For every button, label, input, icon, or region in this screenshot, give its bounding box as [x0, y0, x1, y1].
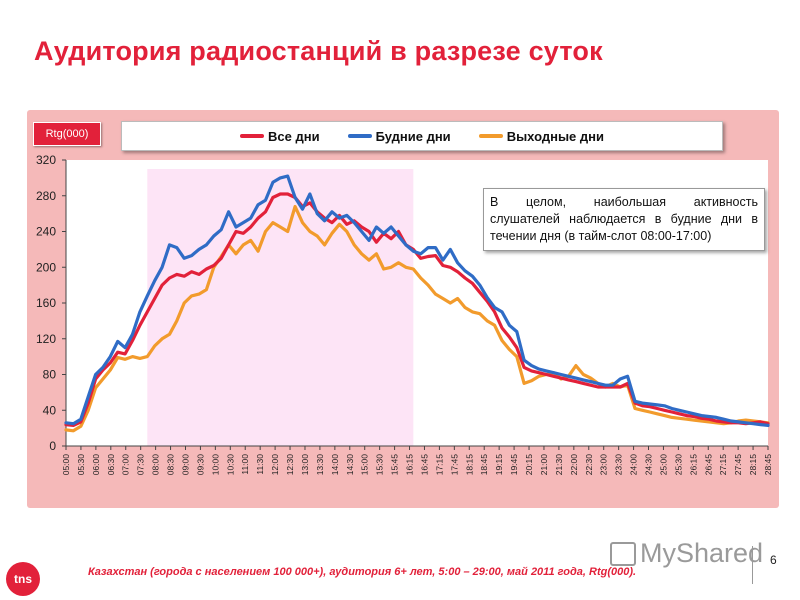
x-tick-label: 16:15 [405, 454, 415, 476]
x-tick-label: 14:00 [330, 454, 340, 476]
x-tick-label: 16:45 [419, 454, 429, 476]
x-tick-label: 10:30 [225, 454, 235, 476]
watermark: MyShared [610, 538, 763, 569]
x-tick-label: 25:00 [658, 454, 668, 476]
annotation-note: В целом, наибольшая активность слушателе… [483, 188, 765, 251]
x-tick-label: 13:30 [315, 454, 325, 476]
legend-swatch-weekdays [347, 134, 372, 138]
x-tick-label: 11:00 [240, 454, 250, 475]
x-tick-label: 09:30 [195, 454, 205, 476]
x-tick-label: 24:00 [629, 454, 639, 476]
x-tick-label: 21:30 [554, 454, 564, 476]
x-tick-label: 17:15 [434, 454, 444, 476]
y-tick-label: 0 [49, 439, 56, 453]
x-tick-label: 17:45 [449, 454, 459, 476]
x-tick-label: 27:15 [718, 454, 728, 476]
x-tick-label: 12:00 [270, 454, 280, 476]
x-tick-label: 14:30 [345, 454, 355, 476]
x-tick-label: 22:30 [584, 454, 594, 476]
x-tick-label: 06:00 [91, 454, 101, 476]
page-title: Аудитория радиостанций в разрезе суток [34, 36, 603, 66]
x-tick-label: 05:00 [61, 454, 71, 476]
x-tick-label: 15:30 [375, 454, 385, 476]
legend-item-weekends: Выходные дни [478, 128, 604, 144]
legend-swatch-weekends [478, 134, 503, 138]
x-tick-label: 21:00 [539, 454, 549, 476]
legend-label-weekdays: Будние дни [375, 128, 451, 144]
y-tick-label: 160 [36, 296, 56, 310]
x-tick-label: 26:15 [688, 454, 698, 476]
x-tick-label: 28:45 [763, 454, 773, 476]
y-tick-label: 200 [36, 260, 56, 274]
series-line-1 [64, 174, 770, 427]
footer-source: Казахстан (города с населением 100 000+)… [88, 566, 637, 578]
x-tick-label: 08:30 [166, 454, 176, 476]
x-tick-label: 13:00 [300, 454, 310, 476]
legend-label-weekends: Выходные дни [506, 128, 604, 144]
legend-label-all-days: Все дни [268, 128, 320, 144]
watermark-text: MyShared [640, 538, 764, 568]
legend-item-weekdays: Будние дни [347, 128, 451, 144]
x-tick-label: 05:30 [76, 454, 86, 476]
tns-logo: tns [6, 562, 40, 596]
x-tick-label: 27:45 [733, 454, 743, 476]
watermark-icon [610, 541, 636, 566]
series-line-2 [64, 204, 770, 433]
x-tick-label: 19:45 [509, 454, 519, 476]
y-tick-label: 80 [43, 368, 57, 382]
y-tick-label: 280 [36, 189, 56, 203]
page-number: 6 [770, 553, 777, 567]
legend-swatch-all-days [240, 134, 264, 138]
y-tick-label: 240 [36, 225, 56, 239]
y-tick-label: 40 [43, 403, 57, 417]
x-tick-label: 19:15 [494, 454, 504, 476]
x-tick-label: 23:00 [599, 454, 609, 476]
x-tick-label: 12:30 [285, 454, 295, 476]
x-tick-label: 09:00 [180, 454, 190, 476]
x-tick-label: 25:30 [673, 454, 683, 476]
footer-divider [752, 546, 753, 584]
x-tick-label: 23:30 [614, 454, 624, 476]
x-tick-label: 20:15 [524, 454, 534, 476]
x-tick-label: 26:45 [703, 454, 713, 476]
x-tick-label: 07:00 [121, 454, 131, 476]
x-tick-label: 08:00 [151, 454, 161, 476]
x-tick-label: 11:30 [255, 454, 265, 475]
x-tick-label: 07:30 [136, 454, 146, 476]
highlight-band [147, 169, 414, 446]
x-tick-label: 28:15 [748, 454, 758, 476]
x-tick-label: 06:30 [106, 454, 116, 476]
x-tick-label: 24:30 [644, 454, 654, 476]
unit-badge: Rtg(000) [33, 122, 101, 146]
y-tick-label: 320 [36, 153, 56, 167]
x-tick-label: 18:45 [479, 454, 489, 476]
x-tick-label: 22:00 [569, 454, 579, 476]
x-tick-label: 18:15 [464, 454, 474, 476]
x-tick-label: 15:45 [390, 454, 400, 476]
y-tick-label: 120 [36, 332, 56, 346]
x-tick-label: 10:00 [210, 454, 220, 476]
x-tick-label: 15:00 [360, 454, 370, 476]
chart-legend: Все дни Будние дни Выходные дни [121, 121, 723, 151]
legend-item-all-days: Все дни [240, 129, 320, 144]
